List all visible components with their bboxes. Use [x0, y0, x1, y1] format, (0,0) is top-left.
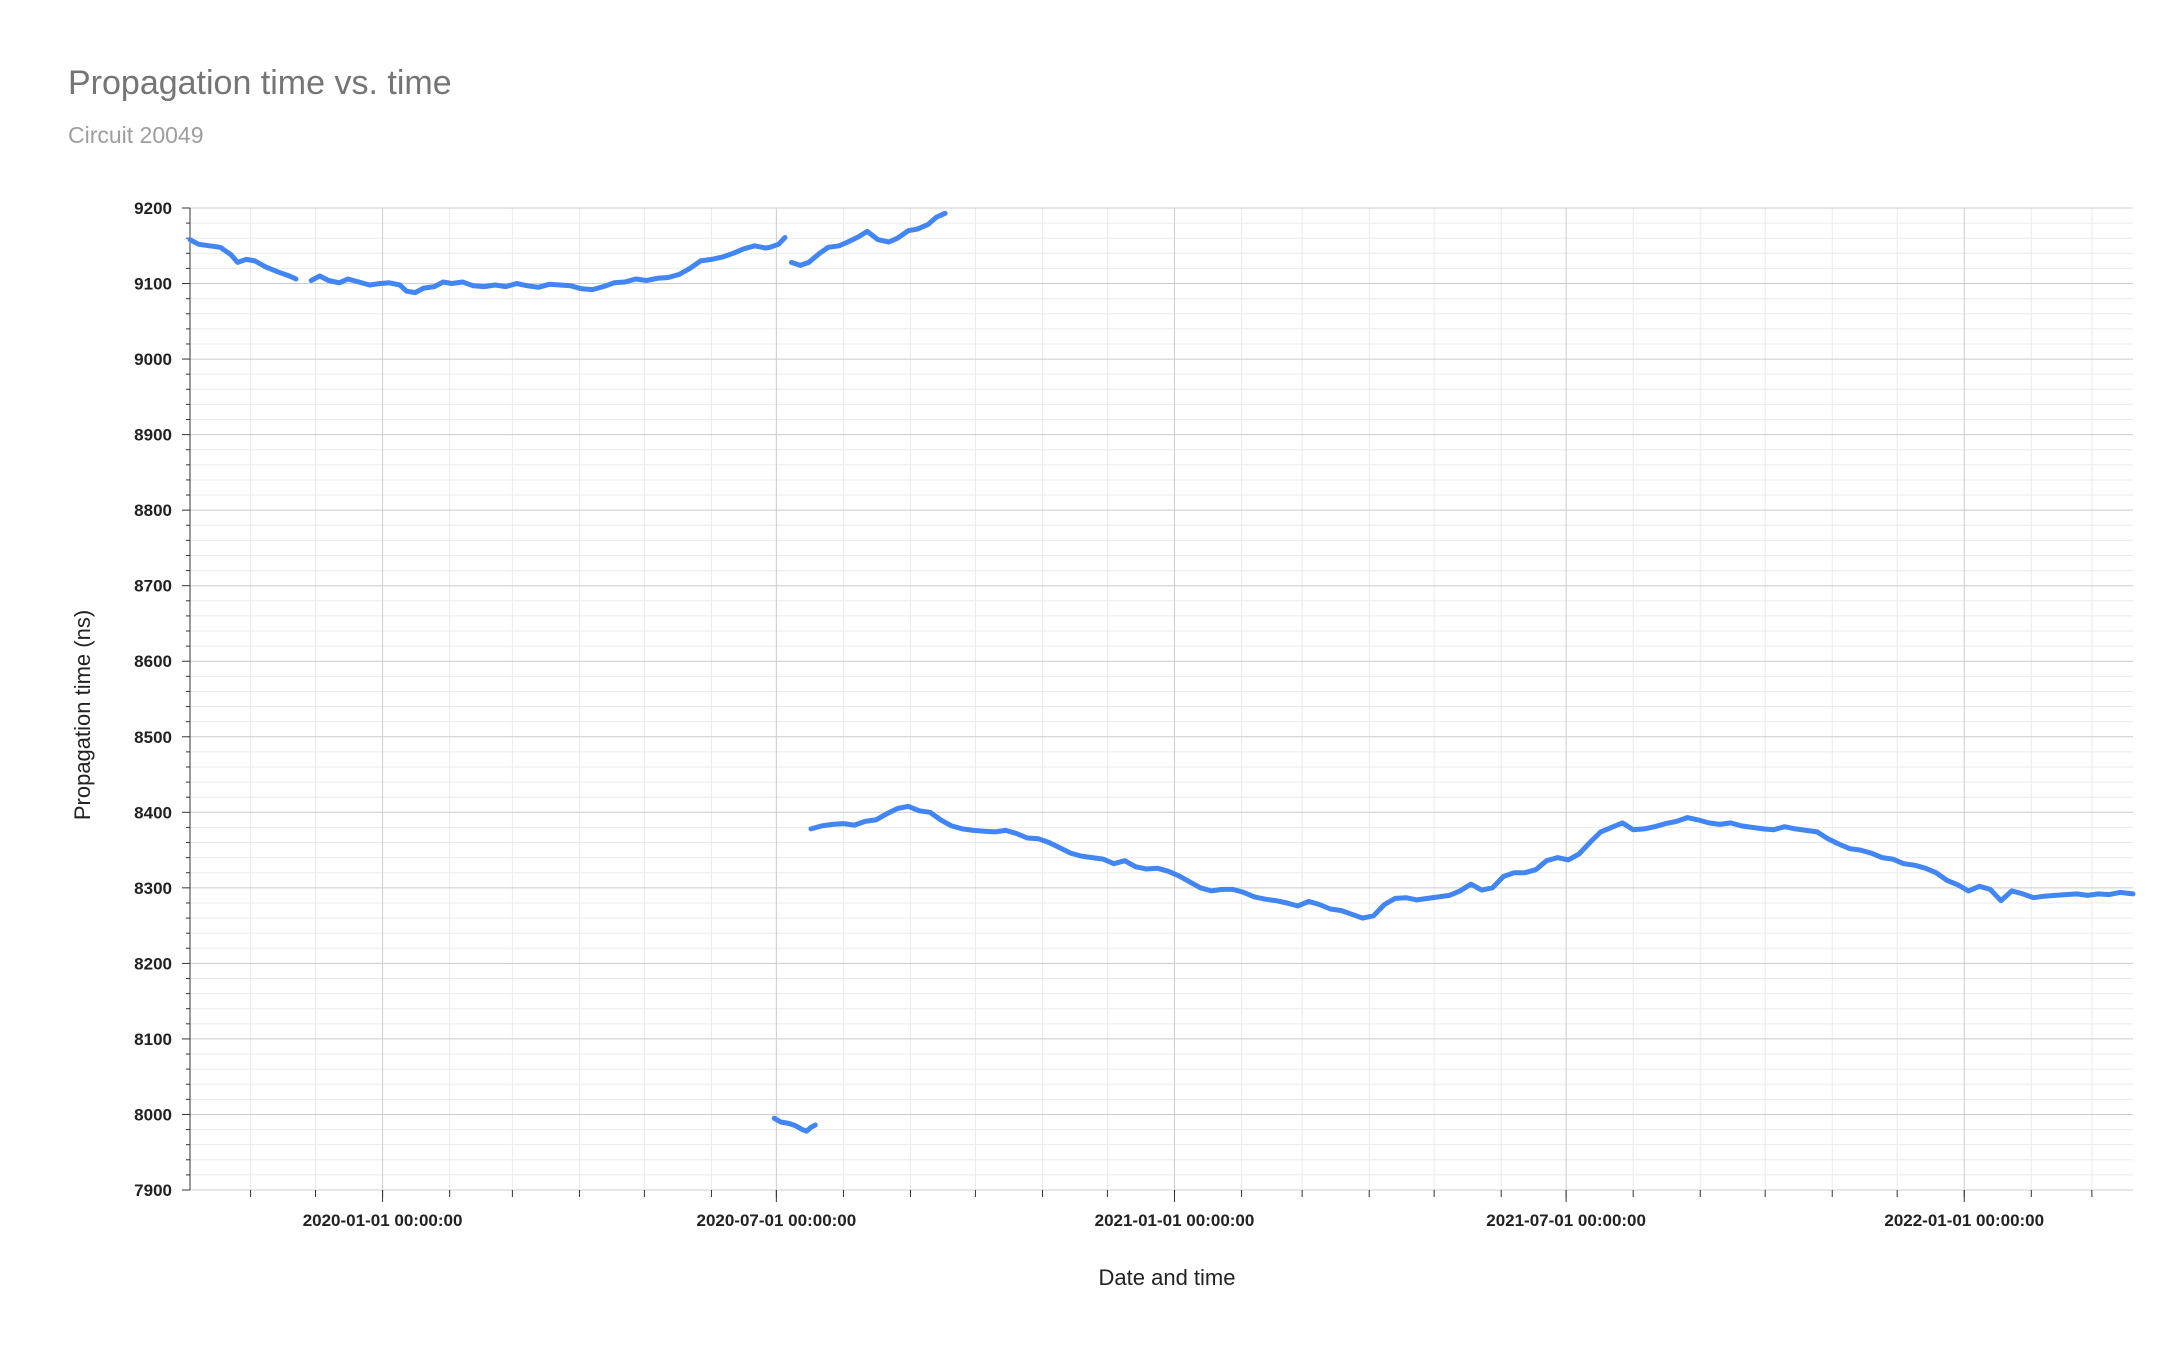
y-tick-label: 8500: [134, 728, 172, 747]
series-line: [187, 237, 299, 282]
series-line: [789, 210, 948, 268]
y-tick-label: 8100: [134, 1030, 172, 1049]
major-gridlines: [190, 207, 2133, 1191]
chart-title: Propagation time vs. time: [68, 64, 452, 102]
axis-ticks: [182, 207, 2093, 1202]
y-tick-label: 9100: [134, 275, 172, 294]
y-tick-label: 7900: [134, 1181, 172, 1200]
series-line: [808, 803, 2136, 921]
y-tick-label: 8900: [134, 426, 172, 445]
y-axis-label: Propagation time (ns): [70, 610, 95, 820]
x-tick-label: 2021-01-01 00:00:00: [1095, 1211, 1255, 1230]
y-tick-label: 9000: [134, 350, 172, 369]
y-tick-label: 8600: [134, 652, 172, 671]
y-tick-label: 9200: [134, 199, 172, 218]
x-tick-label: 2020-01-01 00:00:00: [303, 1211, 463, 1230]
minor-gridlines: [190, 208, 2133, 1190]
y-tick-labels: 7900 8000 8100 8200 8300 8400 8500 8600 8700 8800…: [134, 199, 172, 1200]
y-tick-label: 8000: [134, 1105, 172, 1124]
x-axis-label: Date and time: [1099, 1265, 1236, 1290]
y-tick-label: 8700: [134, 577, 172, 596]
series-line: [308, 235, 788, 296]
x-tick-label: 2022-01-01 00:00:00: [1884, 1211, 2044, 1230]
x-tick-label: 2020-07-01 00:00:00: [696, 1211, 856, 1230]
series-line: [771, 1115, 818, 1134]
y-tick-label: 8400: [134, 803, 172, 822]
y-tick-label: 8300: [134, 879, 172, 898]
chart-subtitle: Circuit 20049: [68, 122, 204, 148]
y-tick-label: 8800: [134, 501, 172, 520]
data-lines: [187, 210, 2136, 1134]
x-tick-labels: 2020-01-01 00:00:00 2020-07-01 00:00:00 20…: [303, 1211, 2044, 1230]
x-tick-label: 2021-07-01 00:00:00: [1486, 1211, 1646, 1230]
y-tick-label: 8200: [134, 954, 172, 973]
